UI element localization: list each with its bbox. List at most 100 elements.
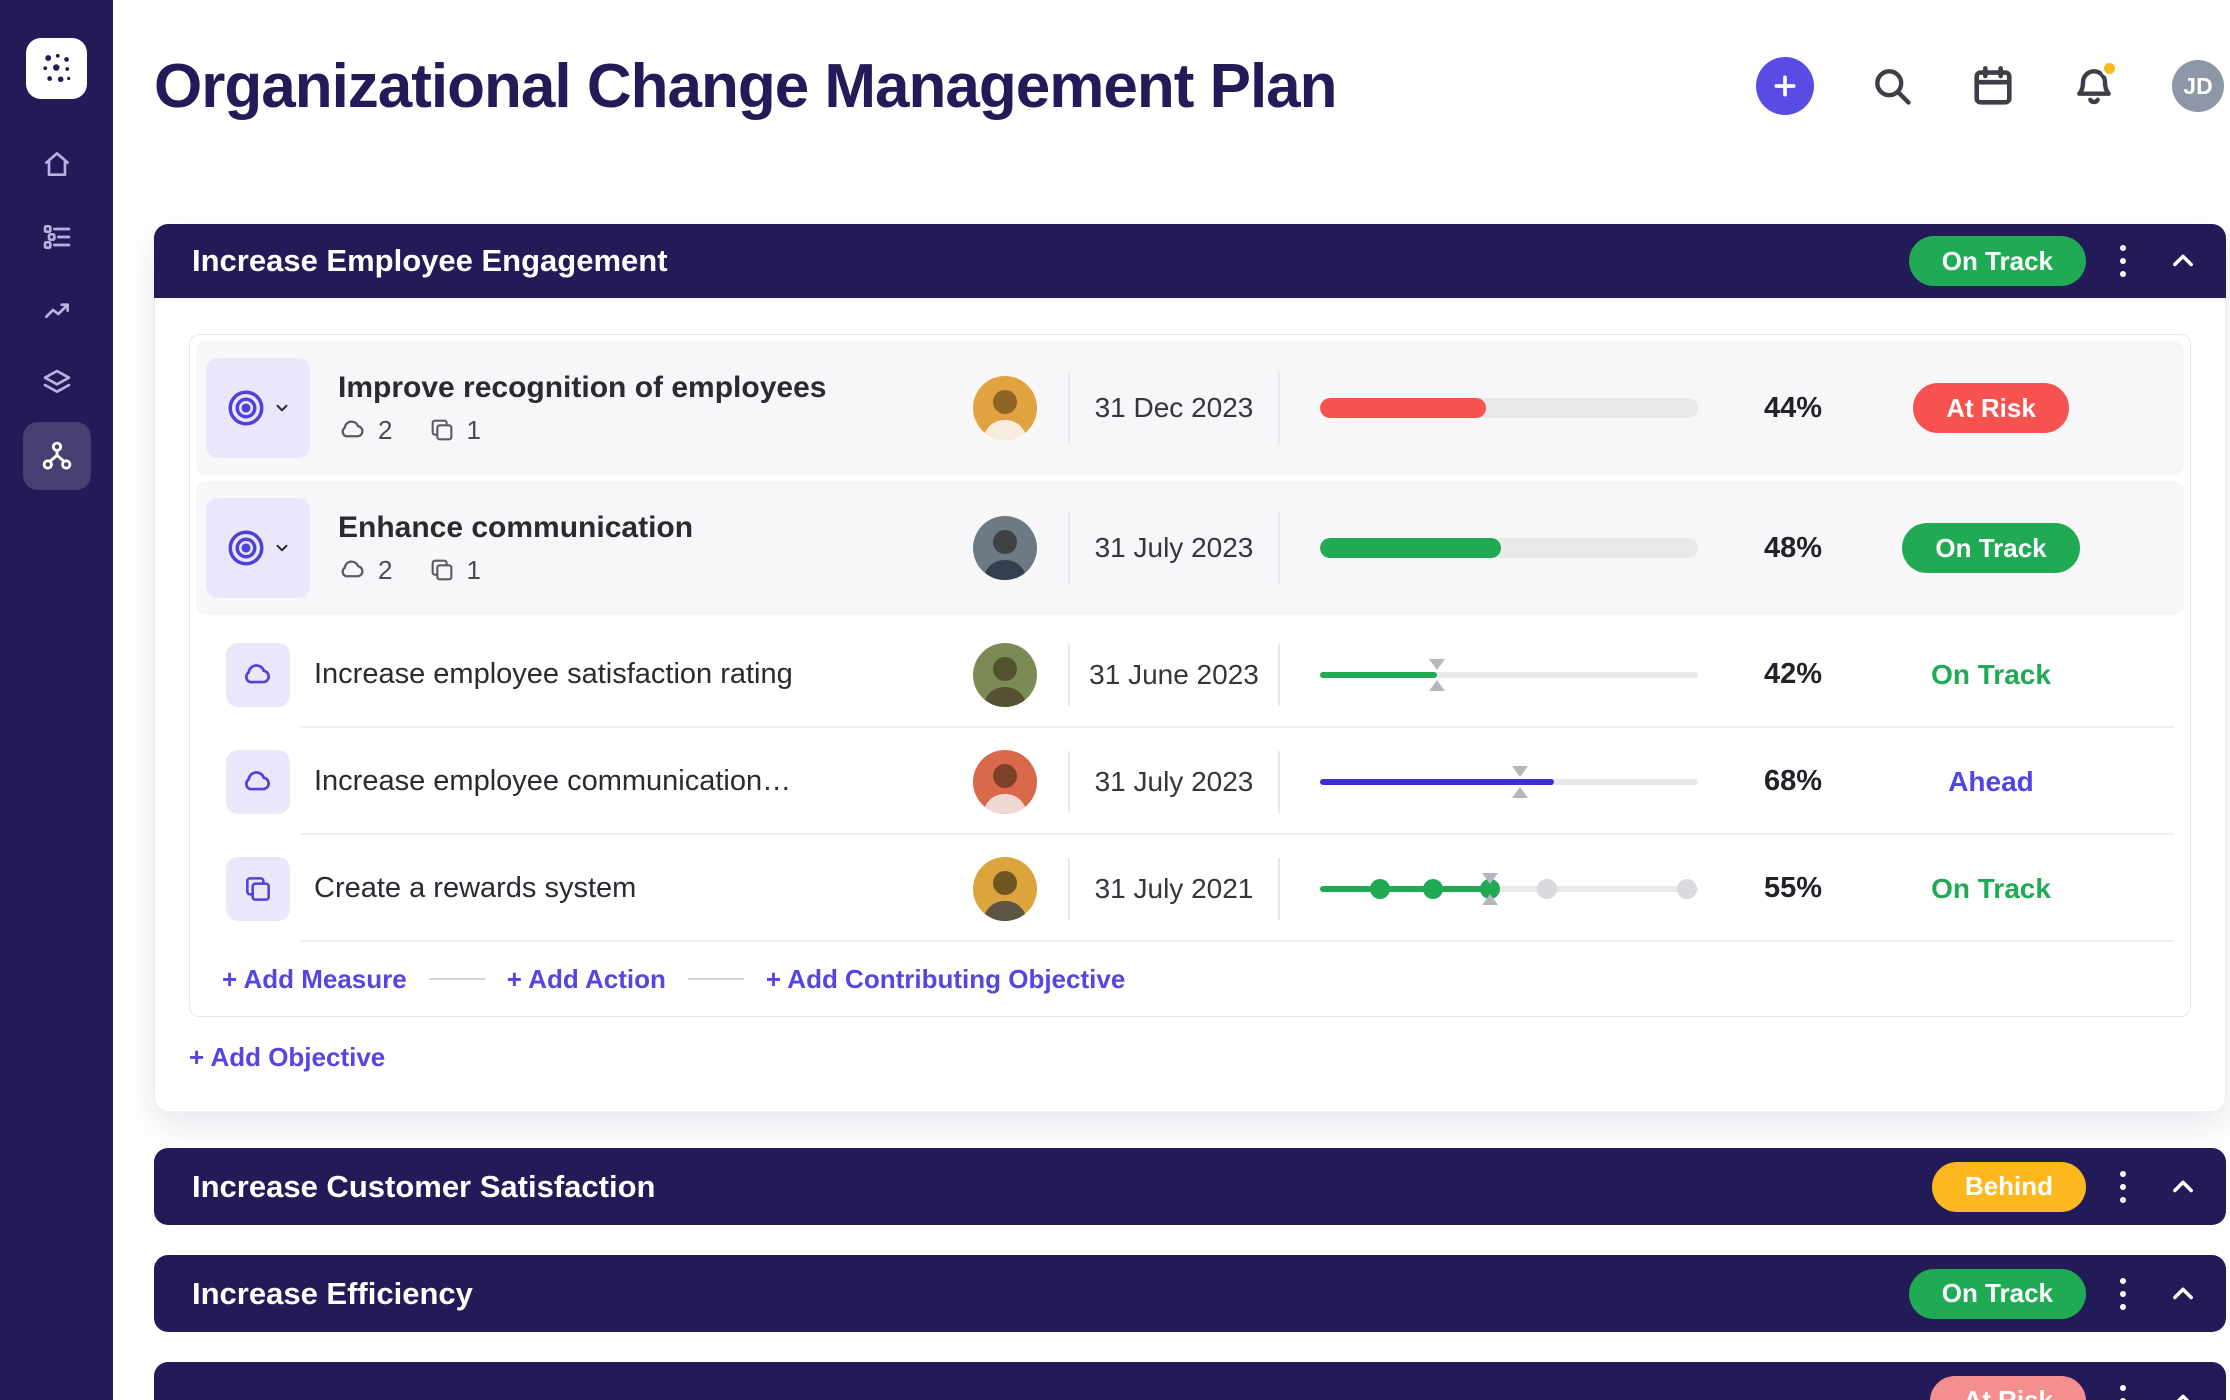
- progress-percent: 55%: [1763, 872, 1823, 904]
- section-collapse-button[interactable]: [2160, 1378, 2206, 1400]
- status-cell: On Track: [1854, 523, 2184, 573]
- status-cell: On Track: [1854, 873, 2184, 905]
- section-bar-customer-satisfaction[interactable]: Increase Customer Satisfaction Behind: [154, 1148, 2226, 1225]
- status-cell: Ahead: [1854, 766, 2184, 798]
- avatar-cell: [942, 376, 1068, 440]
- user-avatar[interactable]: JD: [2172, 60, 2224, 112]
- objective-row[interactable]: Enhance communication 2 1: [196, 481, 2184, 615]
- progress-bar: [1320, 658, 1698, 692]
- create-button[interactable]: [1756, 57, 1814, 115]
- action-lead: Create a rewards system: [196, 856, 942, 921]
- add-objective-link[interactable]: + Add Objective: [189, 1041, 386, 1072]
- status-text: On Track: [1931, 658, 2051, 690]
- objective-title: Enhance communication: [338, 510, 694, 544]
- progress-fill: [1320, 671, 1438, 678]
- add-links-row: + Add Measure + Add Action + Add Contrib…: [196, 942, 2184, 1016]
- section-menu-button[interactable]: [2100, 238, 2146, 284]
- chevron-up-icon: [2176, 1394, 2190, 1400]
- measure-row[interactable]: Increase employee satisfaction rating 31…: [196, 621, 2184, 728]
- section-title: Increase Employee Engagement: [192, 243, 668, 278]
- objective-meta: 2 1: [338, 415, 826, 446]
- measure-title: Increase employee communication…: [314, 765, 792, 797]
- objective-row[interactable]: Improve recognition of employees 2: [196, 341, 2184, 475]
- section-menu-button[interactable]: [2100, 1164, 2146, 1210]
- measure-cloud-icon: [245, 663, 270, 683]
- action-row[interactable]: Create a rewards system 31 July 2021: [196, 835, 2184, 942]
- section-collapse-button[interactable]: [2160, 1271, 2206, 1317]
- search-icon: [1875, 69, 1911, 105]
- measure-lead: Increase employee communication…: [196, 749, 942, 814]
- divider: [687, 978, 744, 980]
- objective-type-toggle[interactable]: [206, 358, 310, 458]
- person-silhouette-icon: [983, 390, 1027, 440]
- action-copy-icon: [432, 419, 453, 441]
- sidebar-item-hierarchy[interactable]: [23, 203, 91, 271]
- layers-icon: [43, 369, 70, 393]
- avatar: [973, 642, 1037, 707]
- search-button[interactable]: [1870, 64, 1914, 108]
- network-icon: [42, 441, 71, 470]
- progress-percent: 44%: [1763, 391, 1823, 424]
- sidebar-item-layers[interactable]: [23, 349, 91, 417]
- kebab-icon: [2120, 1277, 2126, 1310]
- section-bar-efficiency[interactable]: Increase Efficiency On Track: [154, 1255, 2226, 1332]
- milestone-dot: [1676, 878, 1697, 899]
- objective-type-toggle[interactable]: [206, 498, 310, 598]
- milestone-dot: [1423, 878, 1444, 899]
- measure-lead: Increase employee satisfaction rating: [196, 642, 942, 707]
- person-silhouette-icon: [983, 656, 1027, 707]
- app-logo[interactable]: [26, 38, 87, 99]
- home-icon: [44, 152, 69, 176]
- status-cell: At Risk: [1854, 383, 2184, 433]
- kebab-icon: [2120, 245, 2126, 277]
- action-copy-icon: [246, 876, 270, 901]
- status-text: On Track: [1931, 872, 2051, 904]
- due-date: 31 July 2023: [1068, 750, 1280, 813]
- progress-cell: [1280, 765, 1732, 799]
- avatar: [973, 516, 1037, 580]
- milestone-dot: [1536, 878, 1557, 899]
- progress-fill: [1320, 778, 1555, 785]
- status-badge: At Risk: [1930, 1375, 2086, 1400]
- measure-cloud-icon: [341, 420, 364, 438]
- sidebar-item-home[interactable]: [23, 130, 91, 198]
- due-date: 31 June 2023: [1068, 643, 1280, 706]
- section-collapse-button[interactable]: [2160, 238, 2206, 284]
- section-header[interactable]: Increase Employee Engagement On Track: [154, 224, 2226, 298]
- action-title: Create a rewards system: [314, 872, 637, 904]
- target-icon: [228, 530, 264, 566]
- add-contributing-objective-link[interactable]: + Add Contributing Objective: [765, 963, 1126, 994]
- avatar: [973, 749, 1037, 814]
- notifications-button[interactable]: [2072, 60, 2118, 108]
- measure-row[interactable]: Increase employee communication… 31 July…: [196, 728, 2184, 835]
- chevron-down-icon: [276, 404, 288, 412]
- add-action-link[interactable]: + Add Action: [506, 963, 666, 994]
- section-bar-partial[interactable]: At Risk: [154, 1362, 2226, 1400]
- section-menu-button[interactable]: [2100, 1271, 2146, 1317]
- calendar-icon: [1974, 66, 2012, 105]
- measure-tile: [226, 642, 290, 707]
- status-badge: On Track: [1902, 523, 2080, 573]
- chevron-up-icon: [2173, 1287, 2193, 1299]
- sidebar-nav: [0, 130, 113, 495]
- objectives-table: Improve recognition of employees 2: [189, 334, 2191, 1017]
- calendar-button[interactable]: [1970, 63, 2016, 109]
- avatar: [973, 376, 1037, 440]
- add-measure-link[interactable]: + Add Measure: [222, 963, 407, 994]
- milestone-bar: [1320, 872, 1698, 906]
- sidebar-item-trends[interactable]: [23, 276, 91, 344]
- section-collapse-button[interactable]: [2160, 1164, 2206, 1210]
- section-title: Increase Customer Satisfaction: [192, 1168, 656, 1204]
- action-tile: [226, 856, 290, 921]
- kebab-icon: [2120, 1170, 2126, 1203]
- avatar-cell: [942, 749, 1068, 814]
- avatar-cell: [942, 642, 1068, 707]
- progress-fill: [1320, 885, 1491, 892]
- person-silhouette-icon: [983, 763, 1027, 814]
- section-menu-button[interactable]: [2100, 1378, 2146, 1400]
- objective-meta: 2 1: [338, 555, 693, 586]
- status-badge: Behind: [1931, 1161, 2086, 1212]
- sidebar-item-network[interactable]: [22, 422, 91, 490]
- progress-bar: [1320, 531, 1698, 565]
- logo-dots-icon: [42, 53, 70, 82]
